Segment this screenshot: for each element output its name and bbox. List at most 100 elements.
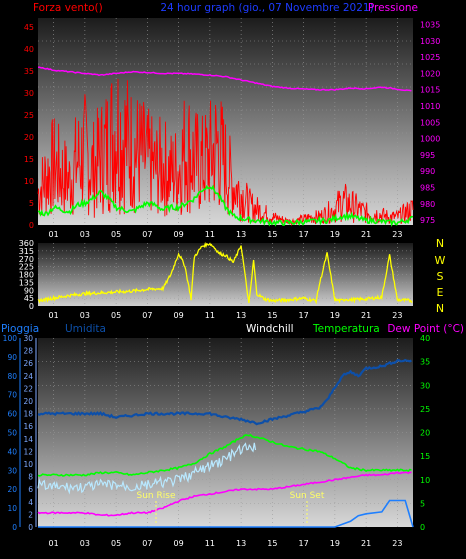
ytick-pressure: 1000 <box>420 135 440 144</box>
xtick-panel1: 07 <box>142 230 152 239</box>
xtick-panel1: 15 <box>267 230 277 239</box>
header-title: 24 hour graph (gio., 07 Novembre 2021) <box>160 2 373 14</box>
ytick-pressure: 1020 <box>420 69 440 78</box>
xtick-panel3: 17 <box>299 539 309 548</box>
ytick-pressure: 990 <box>420 167 435 176</box>
ytick-direction: 45 <box>24 294 34 303</box>
xtick-panel2: 23 <box>392 311 402 320</box>
xtick-panel3: 09 <box>174 539 184 548</box>
ytick-pressure: 1015 <box>420 86 440 95</box>
ytick-temperature: 25 <box>420 405 430 414</box>
ytick-humidity: 24 <box>23 372 33 381</box>
ytick-wind: 45 <box>24 23 34 32</box>
series-dew-point <box>37 471 412 517</box>
ytick-direction: 270 <box>19 255 34 264</box>
ytick-direction: 135 <box>19 278 34 287</box>
ytick-rain: 30 <box>7 466 17 475</box>
ytick-wind: 40 <box>24 45 34 54</box>
xtick-panel2: 11 <box>205 311 215 320</box>
ytick-humidity: 14 <box>23 435 33 444</box>
ytick-rain: 60 <box>7 410 17 419</box>
ytick-pressure: 995 <box>420 151 435 160</box>
ytick-humidity: 10 <box>23 460 33 469</box>
ytick-temperature: 15 <box>420 452 430 461</box>
ytick-rain: 20 <box>7 485 17 494</box>
ytick-wind: 0 <box>29 221 34 230</box>
xtick-panel2: 21 <box>361 311 371 320</box>
sunrise-label: Sun Rise <box>137 491 176 501</box>
ytick-rain: 70 <box>7 391 17 400</box>
ytick-temperature: 20 <box>420 429 430 438</box>
header-temperatura: Temperatura <box>312 323 380 335</box>
ytick-rain: 90 <box>7 353 17 362</box>
xtick-panel3: 23 <box>392 539 402 548</box>
xtick-panel3: 21 <box>361 539 371 548</box>
ytick-humidity: 26 <box>23 359 33 368</box>
ytick-rain: 10 <box>7 504 17 513</box>
ytick-temperature: 5 <box>420 499 425 508</box>
ytick-temperature: 10 <box>420 476 430 485</box>
xtick-panel3: 19 <box>330 539 340 548</box>
compass-s: S <box>437 270 444 283</box>
ytick-rain: 100 <box>3 334 18 343</box>
header-windchill: Windchill <box>246 323 294 335</box>
xtick-panel1: 09 <box>174 230 184 239</box>
xtick-panel3: 07 <box>142 539 152 548</box>
series-wind-direction <box>37 241 413 305</box>
xtick-panel3: 15 <box>267 539 277 548</box>
ytick-humidity: 22 <box>23 384 33 393</box>
xtick-panel2: 09 <box>174 311 184 320</box>
xtick-panel2: 07 <box>142 311 152 320</box>
xtick-panel2: 01 <box>49 311 59 320</box>
xtick-panel3: 13 <box>236 539 246 548</box>
xtick-panel3: 03 <box>80 539 90 548</box>
ytick-pressure: 1010 <box>420 102 440 111</box>
xtick-panel1: 01 <box>49 230 59 239</box>
series-wind-speed <box>37 78 414 227</box>
xtick-panel3: 05 <box>111 539 121 548</box>
xtick-panel1: 03 <box>80 230 90 239</box>
xtick-panel2: 15 <box>267 311 277 320</box>
ytick-direction: 180 <box>19 271 34 280</box>
ytick-humidity: 6 <box>28 485 33 494</box>
ytick-direction: 0 <box>29 302 34 311</box>
ytick-humidity: 20 <box>23 397 33 406</box>
xtick-panel2: 13 <box>236 311 246 320</box>
xtick-panel1: 23 <box>392 230 402 239</box>
xtick-panel2: 05 <box>111 311 121 320</box>
ytick-humidity: 4 <box>28 498 33 507</box>
series-humidity <box>37 358 412 426</box>
xtick-panel2: 19 <box>330 311 340 320</box>
ytick-humidity: 30 <box>23 334 33 343</box>
ytick-pressure: 1035 <box>420 21 440 30</box>
ytick-pressure: 1005 <box>420 118 440 127</box>
xtick-panel3: 01 <box>49 539 59 548</box>
series-rain <box>38 499 414 528</box>
ytick-direction: 315 <box>19 247 34 256</box>
compass-w: W <box>435 254 446 267</box>
ytick-humidity: 28 <box>23 347 33 356</box>
xtick-panel1: 19 <box>330 230 340 239</box>
ytick-pressure: 975 <box>420 216 435 225</box>
ytick-rain: 40 <box>7 447 17 456</box>
ytick-rain: 0 <box>12 523 17 532</box>
xtick-panel1: 21 <box>361 230 371 239</box>
ytick-rain: 50 <box>7 429 17 438</box>
ytick-humidity: 16 <box>23 422 33 431</box>
xtick-panel2: 17 <box>299 311 309 320</box>
ytick-rain: 80 <box>7 372 17 381</box>
xtick-panel2: 03 <box>80 311 90 320</box>
ytick-wind: 35 <box>24 67 34 76</box>
series-wind-average <box>37 184 414 228</box>
header-dewpoint: Dew Point (°C) <box>387 323 464 335</box>
xtick-panel1: 11 <box>205 230 215 239</box>
ytick-wind: 5 <box>29 199 34 208</box>
ytick-temperature: 40 <box>420 334 430 343</box>
series-temperature <box>37 433 412 477</box>
compass-n-top: N <box>436 237 444 250</box>
ytick-wind: 30 <box>24 89 34 98</box>
series-pressure <box>38 66 412 92</box>
ytick-wind: 10 <box>24 177 34 186</box>
